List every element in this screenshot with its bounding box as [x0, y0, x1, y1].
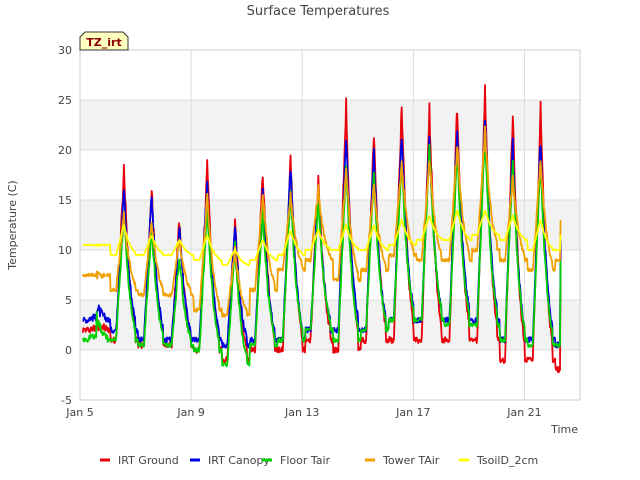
legend-label: TsoilD_2cm [476, 454, 538, 467]
x-axis-label: Time [550, 423, 578, 436]
y-tick-label: -5 [61, 394, 72, 407]
y-tick-label: 10 [58, 244, 72, 257]
legend-label: Floor Tair [280, 454, 331, 467]
plot-band [80, 350, 580, 400]
legend: IRT Ground IRT Canopy Floor Tair Tower TAir… [100, 454, 538, 467]
chart-title: Surface Temperatures [247, 4, 390, 19]
plot-frame [79, 49, 581, 401]
tz-badge-shape [79, 31, 129, 51]
series-line-tsoild-2cm [82, 209, 562, 267]
plot-band [80, 100, 580, 150]
tz-badge-label: TZ_irt [86, 36, 121, 49]
y-tick-label: 20 [58, 144, 72, 157]
y-tick-label: 0 [65, 344, 72, 357]
y-tick-label: 30 [58, 44, 72, 57]
x-tick-label: Jan 17 [395, 406, 430, 419]
legend-label: IRT Canopy [208, 454, 270, 467]
series-line-floor-tair [81, 129, 562, 368]
x-tick-label: Jan 5 [65, 406, 93, 419]
series-line-tower-tair [81, 125, 562, 318]
x-tick-label: Jan 21 [506, 406, 541, 419]
x-tick-labels: Jan 5 Jan 9 Jan 13 Jan 17 Jan 21 [65, 406, 541, 419]
y-tick-label: 15 [58, 194, 72, 207]
tz-badge: TZ_irt [79, 31, 129, 51]
x-tick-label: Jan 9 [176, 406, 204, 419]
y-tick-label: 25 [58, 94, 72, 107]
legend-label: IRT Ground [118, 454, 179, 467]
plot-band [80, 50, 580, 100]
y-tick-label: 5 [65, 294, 72, 307]
series-layer [81, 84, 562, 374]
legend-label: Tower TAir [382, 454, 440, 467]
plot-band [80, 150, 580, 200]
y-tick-labels: -5 0 5 10 15 20 25 30 [58, 44, 72, 407]
x-tick-label: Jan 13 [284, 406, 319, 419]
y-axis-label: Temperature (C) [6, 180, 19, 270]
